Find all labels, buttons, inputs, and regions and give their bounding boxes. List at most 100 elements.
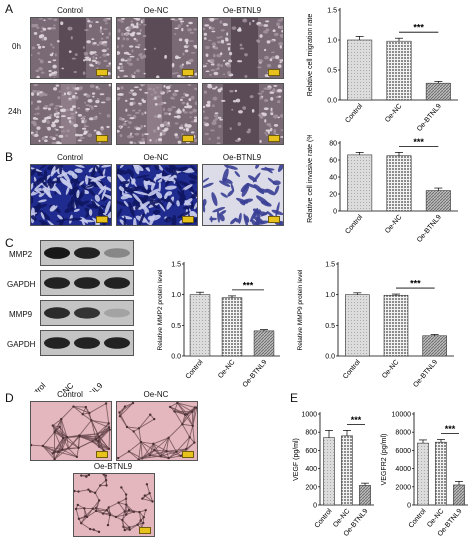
y-tick-label: 0 <box>333 209 337 216</box>
panel-a-header-oe-btnl9: Oe-BTNL9 <box>222 6 262 15</box>
bar-oe-nc <box>341 435 353 506</box>
panel-letter-b: B <box>5 150 14 164</box>
wound-24h-oe-btnl9 <box>202 83 284 145</box>
x-tick-label: Oe-NC <box>384 214 403 235</box>
x-tick-label: Oe-NC <box>384 103 403 124</box>
x-tick-label: Oe-NC <box>381 359 400 380</box>
bar-control <box>347 39 373 101</box>
bar-control <box>345 294 370 357</box>
blot-lane-labels: Control Oe-NC Oe-BTNL9 <box>30 381 105 392</box>
bar-oe-btnl9 <box>359 485 371 506</box>
chart-mmp9-protein: 0.0 0.5 1.0 1.5 Relative MMP9 protein level C… <box>297 262 454 389</box>
blot-gapdh-1 <box>40 270 134 296</box>
x-tick-label: Control <box>314 507 334 529</box>
x-tick-label: Oe-BTNL9 <box>416 103 443 133</box>
scale-bar <box>268 69 280 76</box>
panel-d-header-oe-btnl9: Oe-BTNL9 <box>93 462 133 471</box>
y-tick-label: 6000 <box>395 448 411 455</box>
y-axis-label: VEGF (pg/ml) <box>293 438 300 481</box>
chart-vegfr2: 0 2000 4000 6000 8000 10000 VEGFR2 (pg/ml) Cont… <box>381 412 468 538</box>
y-tick-label: 60 <box>329 158 337 165</box>
scale-bar <box>182 135 194 142</box>
bar-control <box>189 294 211 357</box>
y-tick-label: 1.0 <box>327 38 337 45</box>
x-tick-label: Oe-BTNL9 <box>412 359 439 389</box>
x-tick-label: Control <box>344 102 364 124</box>
x-tick-label: Oe-NC <box>217 359 236 380</box>
blot-label-mmp9: MMP9 <box>9 310 33 319</box>
y-tick-label: 0.5 <box>171 323 181 330</box>
x-tick-label: Control <box>344 213 364 235</box>
bar-oe-btnl9 <box>253 330 275 357</box>
y-tick-label: 1.0 <box>325 292 335 299</box>
panel-a-row-24h: 24h <box>8 107 22 116</box>
significance-stars: *** <box>243 280 254 290</box>
chart-invasive-rate: 0 20 40 60 80 Relative cell invasive rate (%)… <box>307 135 458 243</box>
y-tick-label: 0 <box>313 503 317 510</box>
blot-label-gapdh-1: GAPDH <box>7 280 36 289</box>
y-tick-label: 10000 <box>392 412 412 419</box>
scale-bar <box>96 135 108 142</box>
x-tick-label: Oe-BTNL9 <box>416 214 443 243</box>
y-tick-label: 1.5 <box>171 262 181 269</box>
panel-letter-c: C <box>5 236 14 250</box>
significance-stars: *** <box>410 279 421 289</box>
transwell-control <box>30 164 112 226</box>
x-tick-label: Oe-BTNL9 <box>242 359 269 389</box>
y-tick-label: 600 <box>305 448 317 455</box>
bar-control <box>323 437 335 506</box>
blot-lane-label-control: Control <box>30 381 48 392</box>
panel-a-row-0h: 0h <box>12 42 21 51</box>
y-axis-label: Relative MMP2 protein level <box>157 269 164 350</box>
y-tick-label: 1.5 <box>325 262 335 269</box>
y-tick-label: 0.0 <box>327 98 337 105</box>
x-tick-label: Control <box>408 507 428 529</box>
scale-bar <box>96 451 108 458</box>
transwell-oe-nc <box>116 164 198 226</box>
scale-bar <box>182 451 194 458</box>
wound-0h-oe-nc <box>116 17 198 79</box>
y-tick-label: 0.0 <box>171 354 181 361</box>
wound-0h-oe-btnl9 <box>202 17 284 79</box>
bar-oe-btnl9 <box>425 82 451 101</box>
chart-migration-rate: 0.0 0.5 1.0 1.5 Relative cell migration rate… <box>307 8 458 133</box>
bar-oe-btnl9 <box>422 335 447 357</box>
panel-d-header-control: Control <box>57 390 83 399</box>
scale-bar <box>268 135 280 142</box>
bar-oe-nc <box>386 40 412 101</box>
y-tick-label: 1000 <box>301 412 317 419</box>
bar-control <box>417 442 429 506</box>
y-axis-label: Relative cell migration rate <box>307 14 314 97</box>
significance-stars: *** <box>413 23 424 33</box>
y-tick-label: 400 <box>305 466 317 473</box>
wound-24h-control <box>30 83 112 145</box>
panel-b-header-oe-nc: Oe-NC <box>143 153 169 162</box>
scale-bar <box>182 69 194 76</box>
tube-oe-nc <box>116 401 198 461</box>
y-tick-label: 800 <box>305 430 317 437</box>
blot-gapdh-2 <box>40 330 134 356</box>
significance-stars: *** <box>351 415 362 425</box>
y-tick-label: 200 <box>305 484 317 491</box>
scale-bar <box>139 527 151 534</box>
blot-mmp9 <box>40 300 134 326</box>
y-tick-label: 40 <box>329 175 337 182</box>
panel-letter-a: A <box>5 2 14 16</box>
panel-d-header-oe-nc: Oe-NC <box>143 390 169 399</box>
panel-letter-d: D <box>5 391 14 405</box>
scale-bar <box>182 216 194 223</box>
bar-oe-nc <box>383 294 409 357</box>
y-tick-label: 0 <box>407 503 411 510</box>
blot-lane-label-oe-nc: Oe-NC <box>51 381 75 392</box>
scale-bar <box>268 216 280 223</box>
y-tick-label: 2000 <box>395 484 411 491</box>
wound-0h-control <box>30 17 112 79</box>
scale-bar <box>96 216 108 223</box>
tube-oe-btnl9 <box>73 473 155 537</box>
tube-control <box>30 401 112 461</box>
y-tick-label: 20 <box>329 192 337 199</box>
y-tick-label: 0.5 <box>325 323 335 330</box>
significance-stars: *** <box>413 137 424 147</box>
panel-b-header-control: Control <box>57 153 83 162</box>
